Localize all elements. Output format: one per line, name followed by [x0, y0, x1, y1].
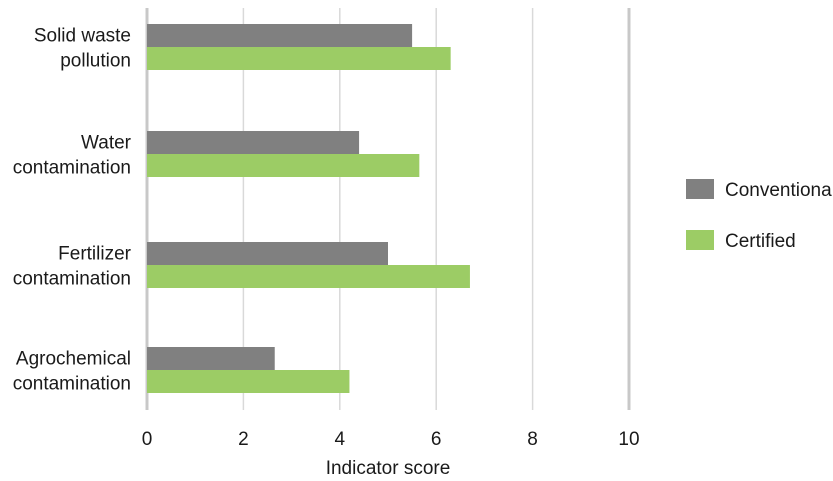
x-tick-labels: 0 2 4 6 8 10	[142, 429, 640, 450]
bar-certified	[147, 265, 470, 288]
category-label: Fertilizer	[58, 244, 132, 265]
bar-conventional	[147, 242, 388, 265]
legend: Conventional Certified	[686, 179, 833, 252]
category-label: contamination	[13, 158, 131, 179]
x-tick-label: 4	[335, 429, 346, 450]
bar-conventional	[147, 24, 413, 47]
legend-swatch-certified	[686, 230, 714, 250]
category-labels: Solid waste pollution Water contamination Fe…	[13, 26, 132, 395]
category-label: contamination	[13, 269, 131, 290]
x-tick-label: 8	[527, 429, 538, 450]
category-label: contamination	[13, 374, 131, 395]
x-tick-label: 10	[618, 429, 639, 450]
bar-certified	[147, 154, 420, 177]
x-tick-label: 6	[431, 429, 442, 450]
bars	[147, 24, 470, 393]
gridlines	[145, 8, 631, 410]
bar-conventional	[147, 131, 360, 154]
legend-label-certified: Certified	[725, 231, 796, 252]
bar-certified	[147, 47, 451, 70]
x-tick-label: 0	[142, 429, 153, 450]
x-axis-title: Indicator score	[326, 458, 451, 479]
category-label: Water	[81, 133, 132, 154]
category-label: Solid waste	[34, 26, 131, 47]
x-tick-label: 2	[238, 429, 249, 450]
category-label: Agrochemical	[16, 349, 131, 370]
legend-swatch-conventional	[686, 179, 714, 199]
bar-conventional	[147, 347, 275, 370]
bar-certified	[147, 370, 350, 393]
legend-label-conventional: Conventional	[725, 180, 833, 201]
category-label: pollution	[60, 51, 131, 72]
